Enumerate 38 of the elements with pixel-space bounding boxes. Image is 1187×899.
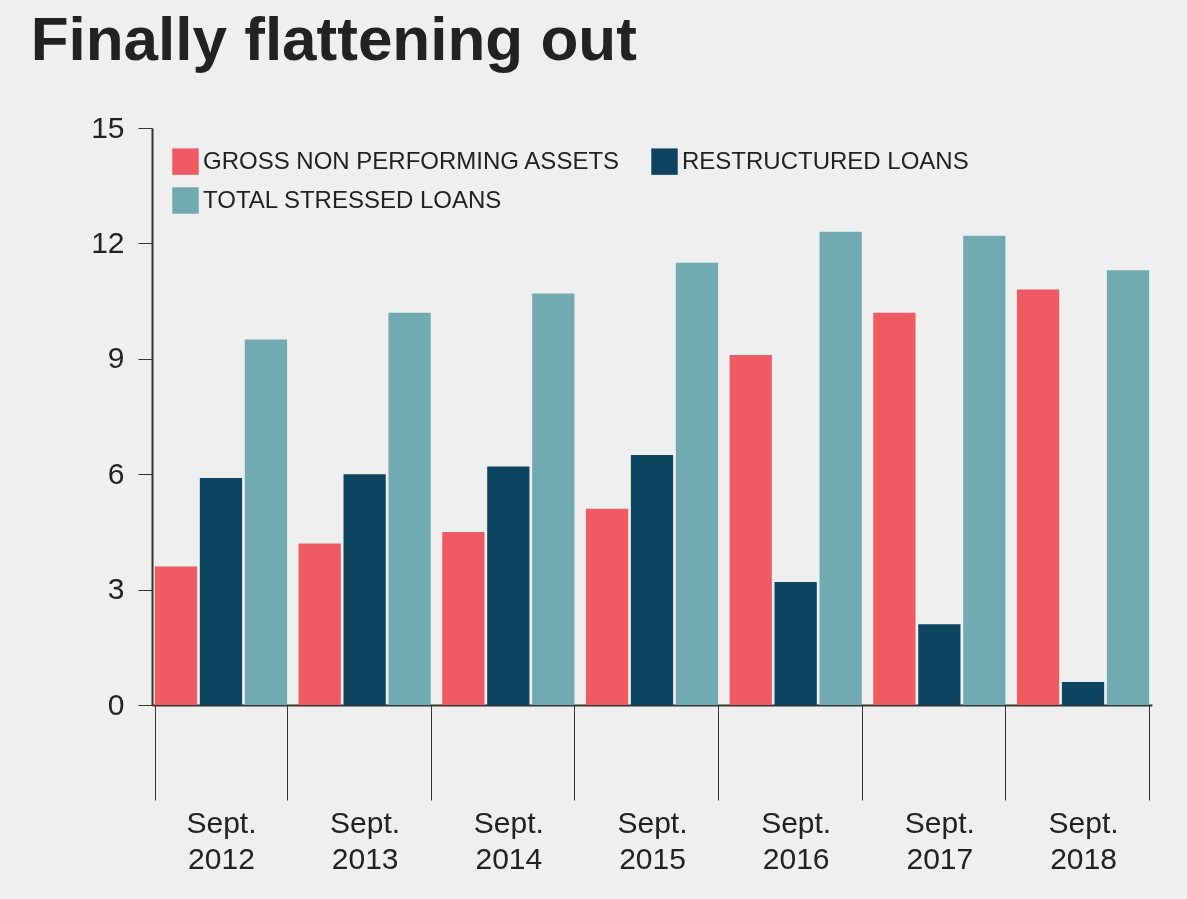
- legend-label: RESTRUCTURED LOANS: [682, 146, 969, 174]
- y-tick-label: 15: [91, 110, 125, 144]
- bar: [774, 581, 817, 705]
- bar: [442, 531, 485, 705]
- bar: [298, 543, 341, 705]
- x-tick-label: Sept. 2017: [904, 805, 975, 875]
- bar: [1016, 289, 1060, 705]
- bar: [918, 624, 961, 705]
- bar: [819, 231, 862, 705]
- x-tick-label: Sept. 2014: [473, 805, 544, 875]
- bar: [532, 293, 575, 705]
- bar: [1061, 681, 1105, 705]
- y-tick-label: 0: [107, 687, 125, 721]
- legend-label: TOTAL STRESSED LOANS: [203, 185, 502, 213]
- bar: [244, 339, 288, 705]
- x-tick-label: Sept. 2015: [617, 805, 688, 875]
- bar: [199, 478, 243, 705]
- bar: [963, 235, 1006, 705]
- bar: [1106, 270, 1150, 705]
- x-tick-label: Sept. 2013: [330, 805, 401, 875]
- x-tick-label: Sept. 2012: [186, 805, 257, 875]
- bar: [729, 354, 772, 705]
- bar: [343, 474, 386, 705]
- y-tick-label: 9: [107, 341, 125, 375]
- chart-title: Finally flattening out: [30, 4, 637, 73]
- x-tick-label: Sept. 2018: [1048, 805, 1119, 875]
- y-tick-label: 3: [107, 572, 125, 606]
- y-tick-label: 12: [91, 225, 125, 259]
- bar: [873, 312, 916, 705]
- bar: [388, 312, 431, 705]
- bar: [585, 508, 629, 705]
- bar: [675, 262, 719, 705]
- y-tick-label: 6: [107, 456, 125, 490]
- legend-label: GROSS NON PERFORMING ASSETS: [203, 146, 620, 174]
- bar: [154, 566, 198, 705]
- bar: [630, 454, 674, 705]
- bar: [487, 466, 530, 705]
- x-tick-label: Sept. 2016: [761, 805, 832, 875]
